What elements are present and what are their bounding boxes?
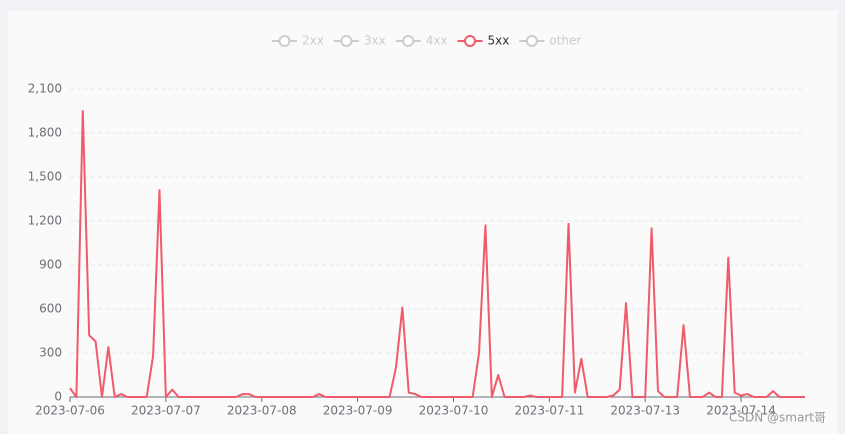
y-tick-label: 1,500 [28,170,62,184]
x-tick-label: 2023-07-11 [514,404,584,418]
y-tick-label: 900 [39,258,62,272]
y-tick-label: 1,800 [28,126,62,140]
x-tick-label: 2023-07-06 [35,404,105,418]
y-tick-label: 0 [54,390,62,404]
legend-label[interactable]: other [549,34,581,48]
legend-icon[interactable] [340,35,353,47]
x-tick-label: 2023-07-07 [131,404,201,418]
legend-icon[interactable] [464,35,477,47]
x-tick-label: 2023-07-14 [706,404,776,418]
x-tick-label: 2023-07-10 [419,404,489,418]
legend-label[interactable]: 4xx [426,34,448,48]
legend-label[interactable]: 3xx [364,34,386,48]
y-tick-label: 2,100 [28,82,62,96]
legend-icon[interactable] [402,35,415,47]
y-tick-label: 600 [39,302,62,316]
legend-label[interactable]: 5xx [488,34,510,48]
x-tick-label: 2023-07-09 [323,404,393,418]
y-tick-label: 1,200 [28,214,62,228]
x-tick-label: 2023-07-08 [227,404,297,418]
watermark: CSDN @smart哥 [729,411,826,425]
legend-label[interactable]: 2xx [302,34,324,48]
legend-icon[interactable] [525,35,538,47]
card [8,10,838,434]
x-tick-label: 2023-07-13 [610,404,680,418]
legend-icon[interactable] [278,35,291,47]
y-tick-label: 300 [39,346,62,360]
series-line [69,110,805,398]
